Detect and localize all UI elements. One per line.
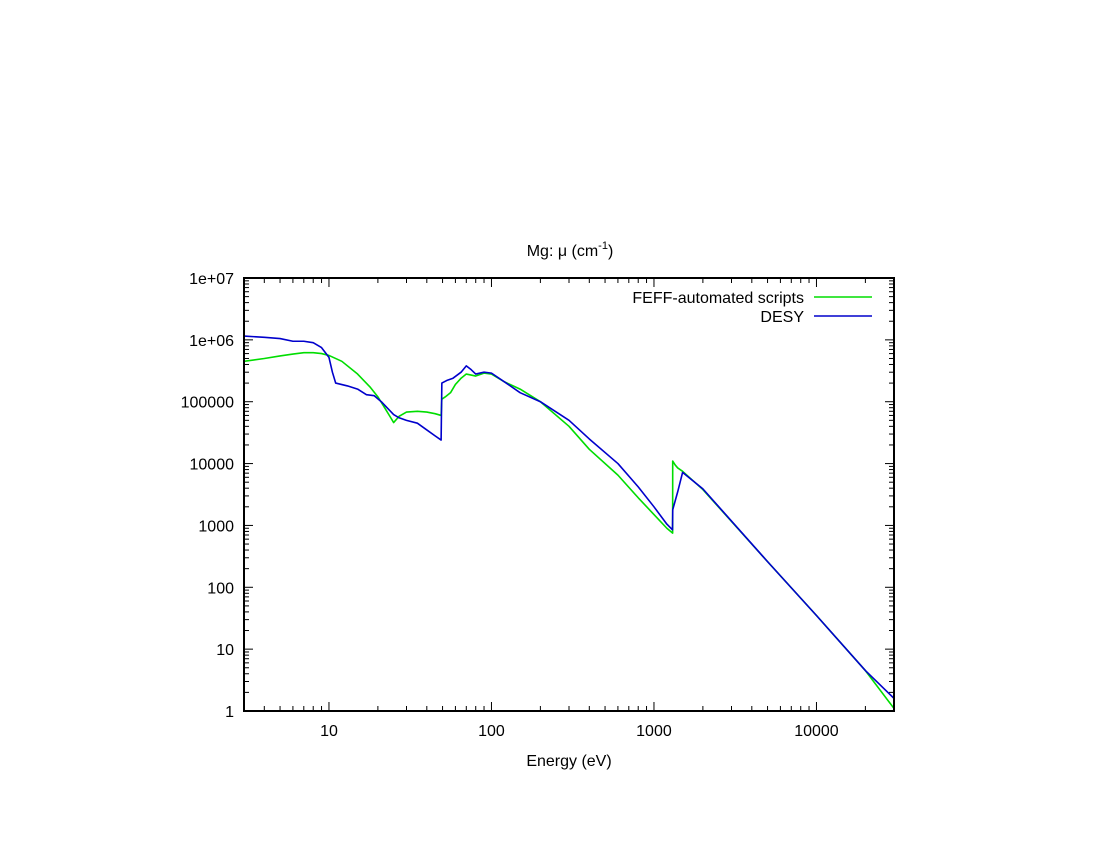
x-tick-label: 10 xyxy=(320,723,338,740)
y-tick-label: 1 xyxy=(225,704,234,721)
legend-label-1: FEFF-automated scripts xyxy=(632,290,804,307)
series-line-1 xyxy=(243,351,895,709)
legend-label-2: DESY xyxy=(760,309,804,326)
x-axis-label: Energy (eV) xyxy=(526,753,611,770)
series-line-2 xyxy=(243,335,895,699)
x-tick-label: 10000 xyxy=(794,723,839,740)
y-tick-label: 10000 xyxy=(190,457,235,474)
x-tick-label: 100 xyxy=(478,723,505,740)
y-tick-label: 100 xyxy=(207,580,234,597)
y-tick-label: 10 xyxy=(216,642,234,659)
y-tick-label: 1000 xyxy=(198,518,234,535)
x-tick-label: 1000 xyxy=(636,723,672,740)
plot-frame xyxy=(243,277,895,712)
chart-title: Mg: μ (cm-1) xyxy=(527,240,614,260)
chart-title-superscript: -1 xyxy=(598,240,608,252)
chart-title-main: Mg: μ (cm xyxy=(527,243,598,260)
series-layer xyxy=(243,335,895,709)
y-tick-label: 100000 xyxy=(181,395,234,412)
legend: FEFF-automated scripts DESY xyxy=(632,290,872,326)
axis-ticks: 1 10 100 1000 10000 100000 1e+06 1e+07 10 100 1000… xyxy=(181,271,894,740)
y-tick-label: 1e+07 xyxy=(189,271,234,288)
chart-title-close: ) xyxy=(608,243,613,260)
y-tick-label: 1e+06 xyxy=(189,333,234,350)
